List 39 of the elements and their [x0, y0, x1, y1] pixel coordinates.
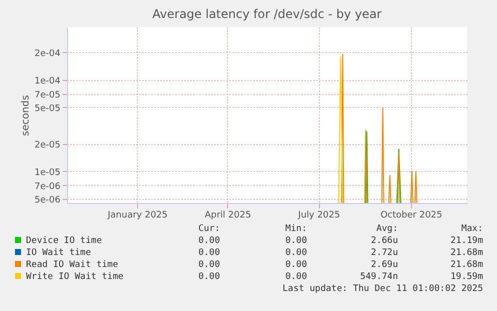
text: 0.00	[198, 248, 220, 258]
text: Max:	[461, 224, 483, 234]
text: 21.19m	[450, 236, 483, 246]
text: 0.00	[285, 260, 307, 270]
text: 21.68m	[450, 248, 483, 258]
text: 21.68m	[450, 260, 483, 270]
x-tick-label: October 2025	[380, 210, 442, 220]
text: 0.00	[198, 272, 220, 282]
chart-title: Average latency for /dev/sdc - by year	[152, 7, 382, 21]
text: Last update: Thu Dec 11 01:00:02 2025	[282, 284, 483, 294]
y-tick-label: 5e-06	[34, 195, 61, 206]
y-tick-label: 7e-06	[34, 182, 61, 192]
legend-label: Write IO Wait time	[26, 272, 124, 282]
legend-label: Read IO Wait time	[26, 260, 118, 270]
text: Cur:	[198, 224, 220, 234]
text: 2.66u	[370, 236, 398, 246]
y-axis-title: seconds	[20, 95, 32, 136]
text: 0.00	[198, 260, 220, 270]
text: 19.59m	[450, 272, 483, 282]
x-tick-label: April 2025	[204, 210, 252, 220]
y-tick-label: 1e-04	[34, 76, 61, 86]
text: 549.74n	[360, 272, 398, 282]
text: 2.72u	[370, 248, 398, 258]
text: 0.00	[198, 236, 220, 246]
legend-label: Device IO time	[26, 236, 102, 246]
y-tick-label: 5e-05	[34, 104, 60, 114]
text: 0.00	[285, 236, 307, 246]
text: 0.00	[285, 248, 307, 258]
y-tick-label: 2e-05	[34, 140, 60, 150]
x-tick-label: January 2025	[106, 210, 168, 220]
text: 0.00	[285, 272, 307, 282]
y-tick-label: 1e-05	[34, 168, 60, 178]
x-tick-label: July 2025	[297, 210, 340, 220]
text: Min:	[285, 224, 307, 234]
legend-label: IO Wait time	[26, 248, 92, 258]
y-tick-label: 7e-05	[34, 90, 60, 101]
text: Avg:	[376, 224, 398, 234]
text: 2.69u	[370, 260, 398, 270]
y-tick-label: 2e-04	[34, 48, 61, 59]
